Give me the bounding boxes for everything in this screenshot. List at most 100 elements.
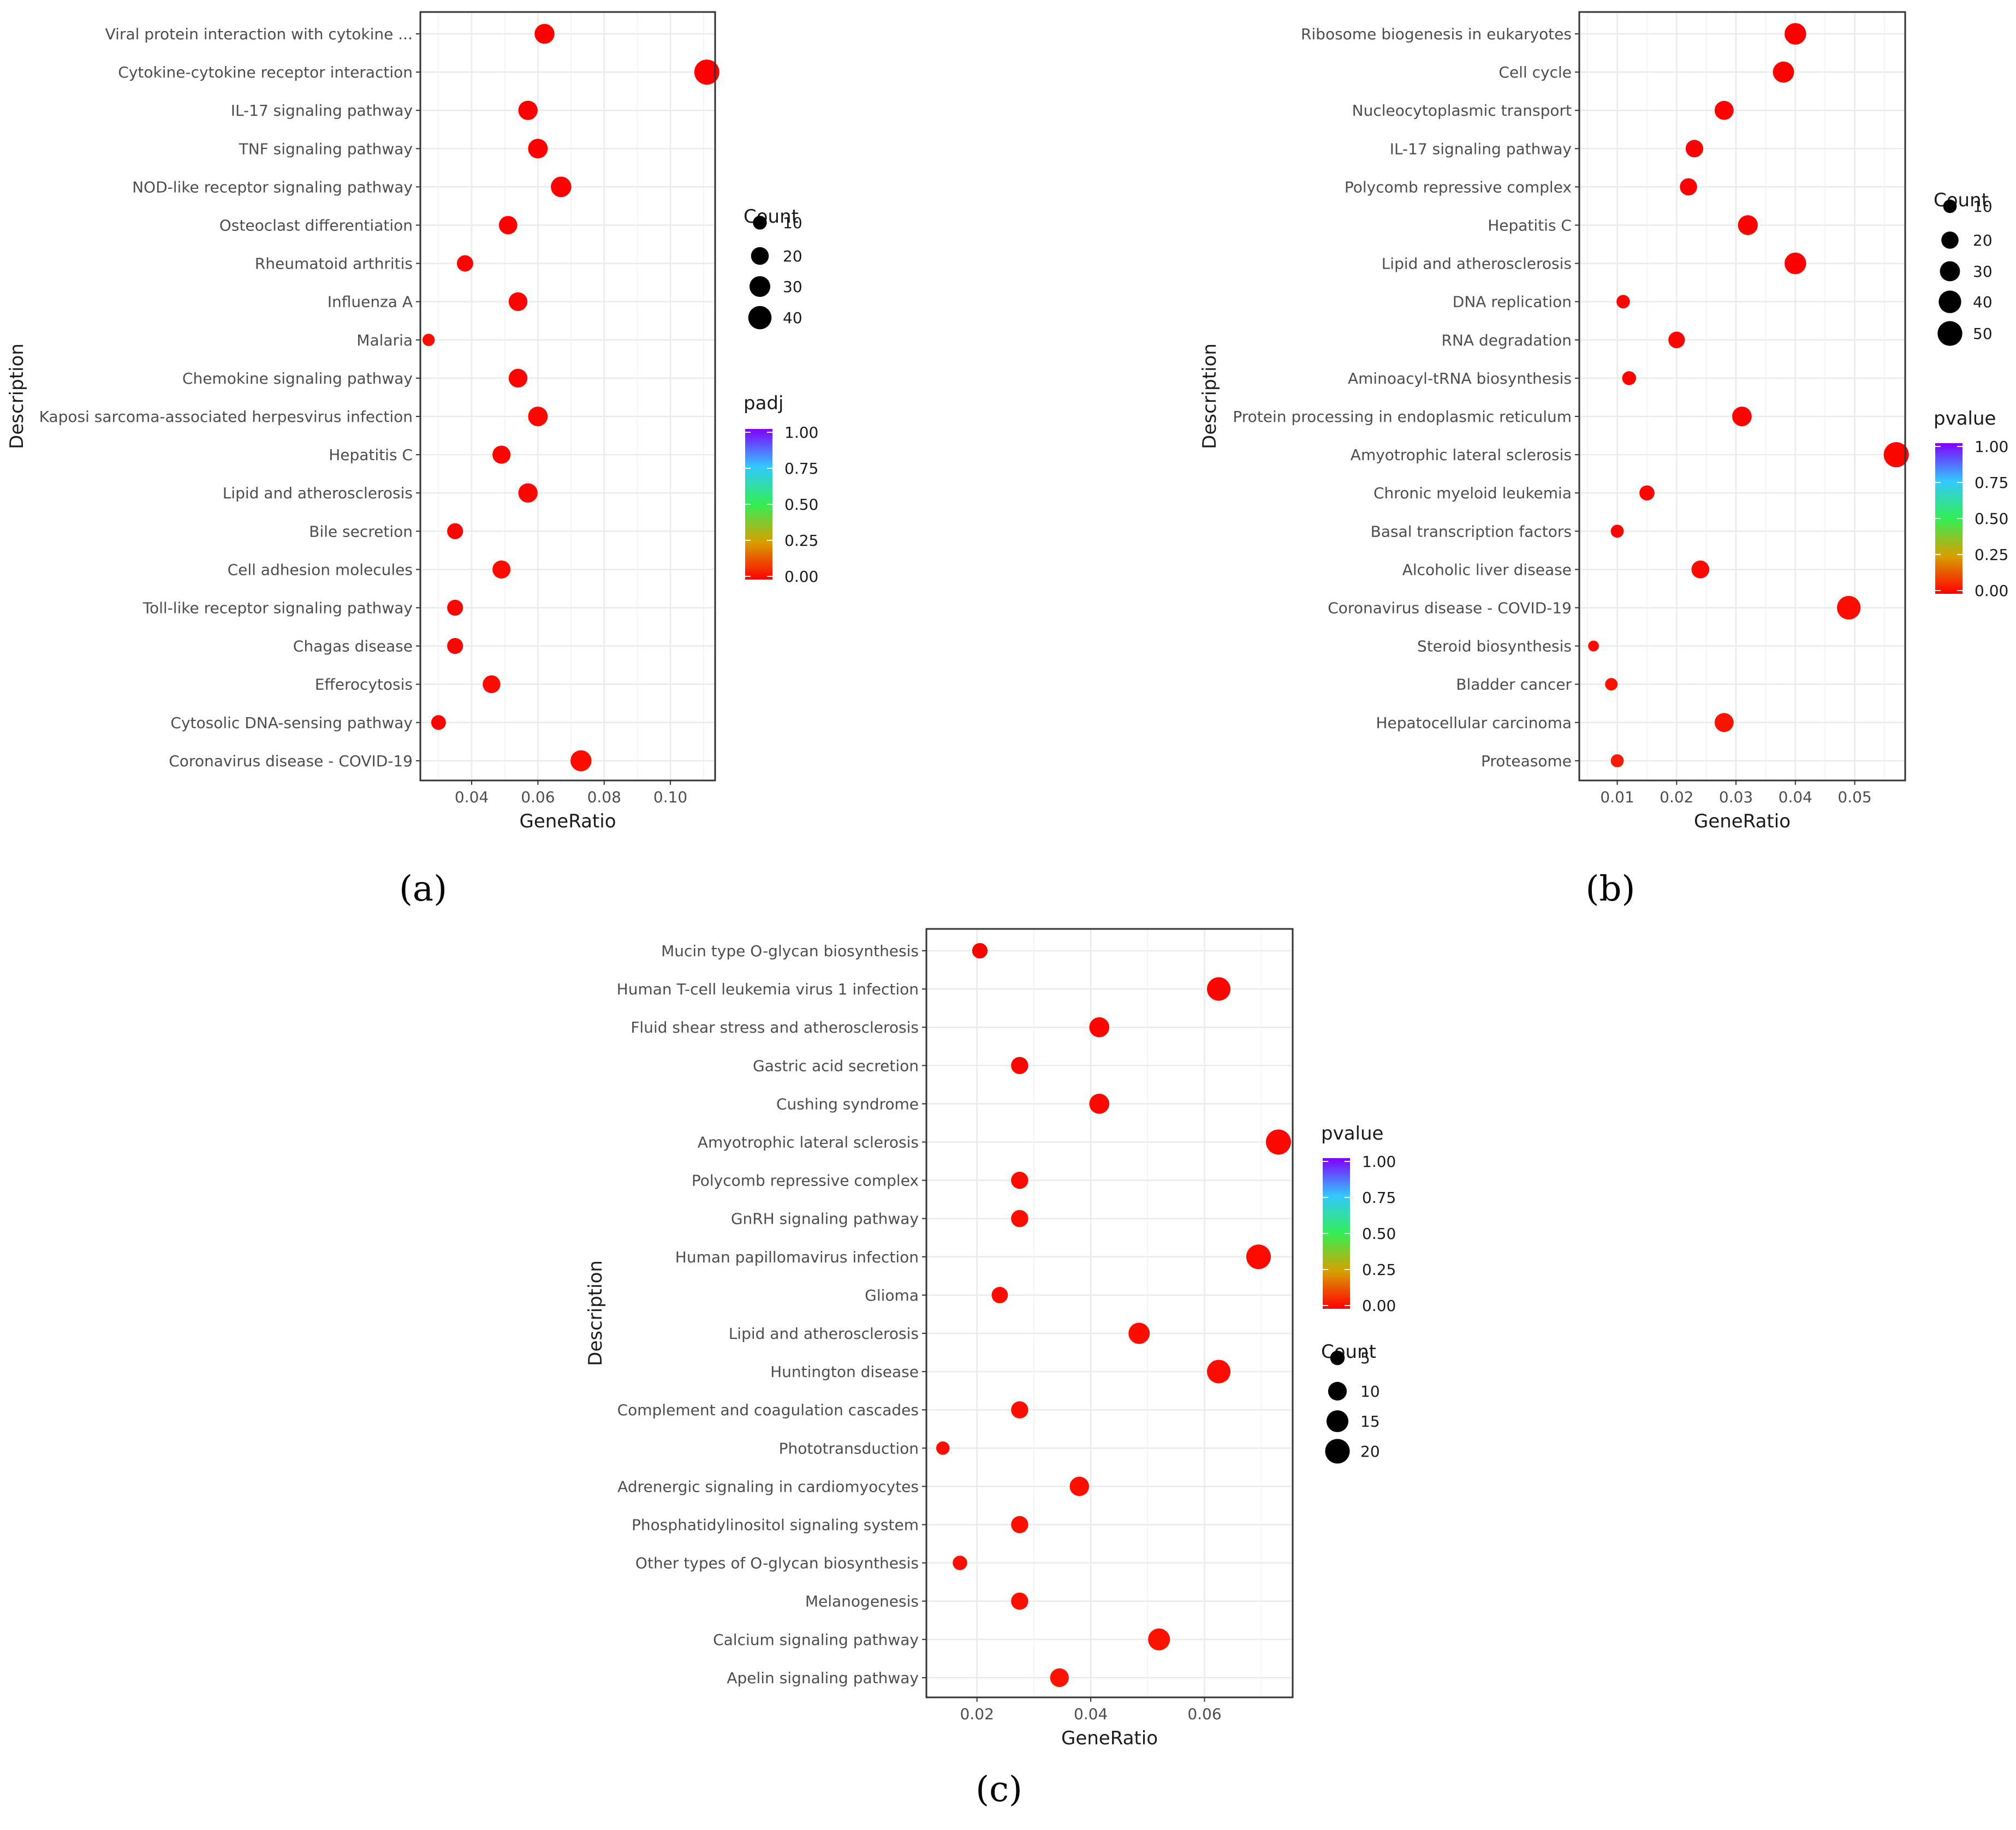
data-point <box>936 1441 950 1455</box>
data-point <box>972 943 988 959</box>
data-point <box>528 139 548 159</box>
panel-label: (b) <box>1586 869 1636 909</box>
colorbar-label: 0.25 <box>784 532 818 550</box>
y-axis-title: Description <box>6 343 28 449</box>
y-tick-label: Gastric acid secretion <box>753 1057 919 1075</box>
x-tick-label: 0.06 <box>521 788 555 806</box>
y-tick-label: Cell cycle <box>1498 63 1572 81</box>
panel-label: (a) <box>399 869 447 909</box>
data-point <box>1011 1592 1028 1610</box>
size-legend-key <box>748 306 772 330</box>
panels: Viral protein interaction with cytokine … <box>6 11 2008 1810</box>
data-point <box>1738 215 1758 235</box>
data-point <box>991 1286 1008 1303</box>
size-legend-label: 15 <box>1360 1412 1380 1430</box>
data-point <box>498 216 518 235</box>
y-tick-label: Steroid biosynthesis <box>1417 637 1572 655</box>
y-tick-label: Lipid and atherosclerosis <box>1382 255 1572 273</box>
data-point <box>431 715 446 730</box>
data-point <box>1246 1244 1271 1269</box>
data-point <box>1714 100 1734 120</box>
size-legend-label: 5 <box>1360 1349 1370 1367</box>
data-point <box>447 599 463 616</box>
data-point <box>1148 1628 1170 1650</box>
x-tick-label: 0.04 <box>1074 1705 1108 1723</box>
color-legend-title: pvalue <box>1321 1123 1383 1145</box>
y-tick-label: Other types of O-glycan biosynthesis <box>635 1554 919 1572</box>
x-tick-label: 0.04 <box>455 788 489 806</box>
y-tick-label: Phototransduction <box>779 1439 919 1457</box>
y-tick-label: Mucin type O-glycan biosynthesis <box>661 942 919 960</box>
data-point <box>1128 1322 1150 1344</box>
size-legend-key <box>753 216 767 230</box>
y-axis-title: Description <box>585 1260 606 1366</box>
y-tick-label: Hepatocellular carcinoma <box>1376 714 1572 732</box>
data-point <box>1011 1057 1028 1075</box>
y-tick-label: Kaposi sarcoma-associated herpesvirus in… <box>39 408 413 426</box>
colorbar-label: 1.00 <box>1362 1153 1396 1171</box>
colorbar-label: 0.50 <box>784 496 818 514</box>
size-legend-key <box>1330 1350 1345 1366</box>
colorbar-label: 0.25 <box>1362 1261 1396 1279</box>
size-legend-label: 20 <box>1973 231 1993 249</box>
data-point <box>1668 331 1685 348</box>
colorbar-label: 0.25 <box>1975 546 2008 564</box>
y-tick-label: Coronavirus disease - COVID-19 <box>169 752 413 770</box>
data-point <box>551 176 572 198</box>
y-tick-label: Human T-cell leukemia virus 1 infection <box>617 980 919 998</box>
size-legend-label: 10 <box>783 214 802 232</box>
data-point <box>1785 23 1806 45</box>
y-tick-label: Melanogenesis <box>805 1593 919 1611</box>
data-point <box>1265 1129 1291 1155</box>
data-point <box>1714 713 1734 732</box>
data-point <box>456 255 473 272</box>
y-tick-label: Amyotrophic lateral sclerosis <box>1351 446 1572 464</box>
y-tick-label: Aminoacyl-tRNA biosynthesis <box>1348 369 1572 388</box>
data-point <box>447 637 463 654</box>
x-tick-label: 0.03 <box>1719 788 1753 806</box>
plot-border <box>925 928 1294 1698</box>
y-tick-label: Polycomb repressive complex <box>1345 178 1572 196</box>
colorbar-label: 0.75 <box>784 460 818 478</box>
y-tick-label: Glioma <box>865 1286 919 1304</box>
size-legend-key <box>1937 321 1963 346</box>
plot-border <box>419 11 716 782</box>
colorbar-label: 0.50 <box>1975 510 2008 528</box>
data-point <box>492 445 511 464</box>
plot-background <box>926 929 1293 1697</box>
size-legend-label: 20 <box>1360 1442 1380 1461</box>
data-point <box>447 523 463 539</box>
chart-panel-2: Ribosome biogenesis in eukaryotes Cell cy… <box>1199 11 2008 909</box>
y-tick-label: Bladder cancer <box>1456 676 1572 694</box>
y-tick-label: Cytosolic DNA-sensing pathway <box>170 714 413 732</box>
y-tick-label: Fluid shear stress and atherosclerosis <box>631 1018 919 1036</box>
data-point <box>528 407 548 426</box>
size-legend-label: 40 <box>1973 293 1993 311</box>
data-point <box>1011 1516 1028 1534</box>
y-tick-label: IL-17 signaling pathway <box>1390 140 1572 158</box>
y-tick-label: NOD-like receptor signaling pathway <box>132 178 413 196</box>
y-tick-label: GnRH signaling pathway <box>731 1210 919 1228</box>
data-point <box>694 59 719 85</box>
data-point <box>1639 485 1655 501</box>
size-legend-key <box>749 276 771 297</box>
y-tick-label: Cytokine-cytokine receptor interaction <box>118 63 413 81</box>
data-point <box>1785 252 1806 275</box>
size-legend-key <box>1943 199 1957 213</box>
y-tick-label: Human papillomavirus infection <box>675 1248 919 1266</box>
data-point <box>1588 640 1599 652</box>
y-tick-label: TNF signaling pathway <box>239 140 413 158</box>
y-tick-label: Chagas disease <box>293 637 413 655</box>
y-tick-label: Malaria <box>356 331 413 349</box>
x-tick-label: 0.06 <box>1187 1705 1221 1723</box>
colorbar-label: 1.00 <box>784 424 818 442</box>
y-tick-label: Lipid and atherosclerosis <box>223 484 413 502</box>
x-tick-label: 0.01 <box>1600 788 1634 806</box>
y-tick-label: Ribosome biogenesis in eukaryotes <box>1301 25 1572 43</box>
y-tick-label: Calcium signaling pathway <box>713 1631 919 1649</box>
data-point <box>422 333 435 347</box>
plot-border <box>1578 11 1906 782</box>
data-point <box>518 100 538 120</box>
y-tick-label: Polycomb repressive complex <box>692 1172 919 1190</box>
